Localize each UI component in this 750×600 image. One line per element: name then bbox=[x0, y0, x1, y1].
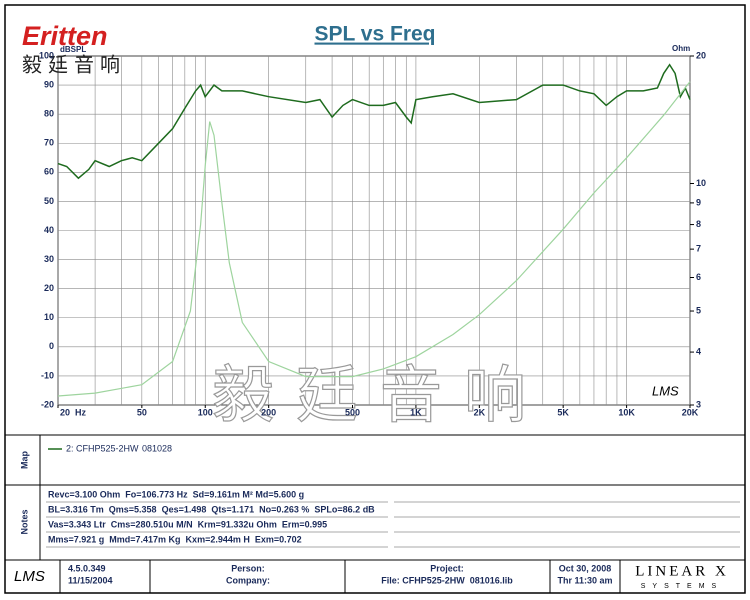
series-line bbox=[57, 81, 691, 397]
grid bbox=[57, 55, 691, 406]
legend-entry: 2: CFHP525-2HW bbox=[66, 443, 139, 453]
y-tick-label: -10 bbox=[41, 370, 54, 380]
person: Person: bbox=[231, 563, 265, 573]
y2-axis-label: Ohm bbox=[672, 44, 690, 53]
x-tick-label: 20K bbox=[682, 407, 699, 417]
y2-tick-label: 20 bbox=[696, 50, 706, 60]
y-tick-label: 60 bbox=[44, 167, 54, 177]
logo-chinese: 毅廷音响 bbox=[22, 53, 126, 76]
x-tick-label: 10K bbox=[618, 407, 635, 417]
y-tick-label: 20 bbox=[44, 283, 54, 293]
note-line: Vas=3.343 Ltr Cms=280.510u M/N Krm=91.33… bbox=[48, 519, 327, 529]
x-tick-label: 500 bbox=[345, 407, 360, 417]
x-tick-label: 200 bbox=[261, 407, 276, 417]
x-tick-label: 5K bbox=[557, 407, 569, 417]
x-tick-label: 50 bbox=[137, 407, 147, 417]
footer-logo: LMS bbox=[14, 568, 45, 585]
y2-tick-label: 8 bbox=[696, 219, 701, 229]
y-tick-label: 0 bbox=[49, 341, 54, 351]
version: 4.5.0.349 bbox=[68, 563, 106, 573]
y-tick-label: 30 bbox=[44, 254, 54, 264]
company: Company: bbox=[226, 575, 270, 585]
y-tick-label: 10 bbox=[44, 312, 54, 322]
y2-tick-label: 6 bbox=[696, 272, 701, 282]
project: Project: bbox=[430, 563, 464, 573]
y2-tick-label: 4 bbox=[696, 346, 701, 356]
x-tick-label: 1K bbox=[410, 407, 422, 417]
x-tick-label: 20 Hz bbox=[60, 407, 87, 417]
y-tick-label: 100 bbox=[39, 50, 54, 60]
y-tick-label: 50 bbox=[44, 196, 54, 206]
time: Thr 11:30 am bbox=[557, 575, 612, 585]
note-line: BL=3.316 Tm Qms=5.358 Qes=1.498 Qts=1.17… bbox=[48, 504, 375, 514]
series-line bbox=[57, 63, 691, 180]
y-tick-label: 40 bbox=[44, 225, 54, 235]
watermark: 毅廷音响 bbox=[212, 361, 548, 430]
y2-tick-label: 5 bbox=[696, 305, 701, 315]
notes-label: Notes bbox=[19, 509, 29, 534]
y-tick-label: 90 bbox=[44, 79, 54, 89]
x-tick-label: 2K bbox=[474, 407, 486, 417]
note-line: Mms=7.921 g Mmd=7.417m Kg Kxm=2.944m H E… bbox=[48, 534, 302, 544]
footer-brand: LINEAR X bbox=[635, 563, 729, 579]
version-date: 11/15/2004 bbox=[68, 575, 113, 585]
corner-mark: LMS bbox=[652, 383, 679, 398]
y2-tick-label: 9 bbox=[696, 197, 701, 207]
footer-brand-sub: SYSTEMS bbox=[641, 583, 723, 590]
date: Oct 30, 2008 bbox=[559, 563, 612, 573]
y-tick-label: -20 bbox=[41, 399, 54, 409]
frame bbox=[4, 4, 746, 594]
y2-tick-label: 10 bbox=[696, 178, 706, 188]
y-axis-label: dBSPL bbox=[60, 45, 86, 54]
map-code: 081028 bbox=[142, 443, 172, 453]
notes: Revc=3.100 Ohm Fo=106.773 Hz Sd=9.161m M… bbox=[46, 489, 740, 548]
y2-tick-label: 3 bbox=[696, 399, 701, 409]
y-tick-label: 70 bbox=[44, 138, 54, 148]
logo-brand: Eritten bbox=[22, 21, 108, 51]
note-line: Revc=3.100 Ohm Fo=106.773 Hz Sd=9.161m M… bbox=[48, 489, 304, 499]
x-tick-label: 100 bbox=[198, 407, 213, 417]
chart-title: SPL vs Freq bbox=[315, 23, 436, 46]
y2-tick-label: 7 bbox=[696, 244, 701, 254]
file: File: CFHP525-2HW 081016.lib bbox=[381, 575, 513, 585]
map-label: Map bbox=[19, 450, 29, 469]
y-tick-label: 80 bbox=[44, 109, 54, 119]
